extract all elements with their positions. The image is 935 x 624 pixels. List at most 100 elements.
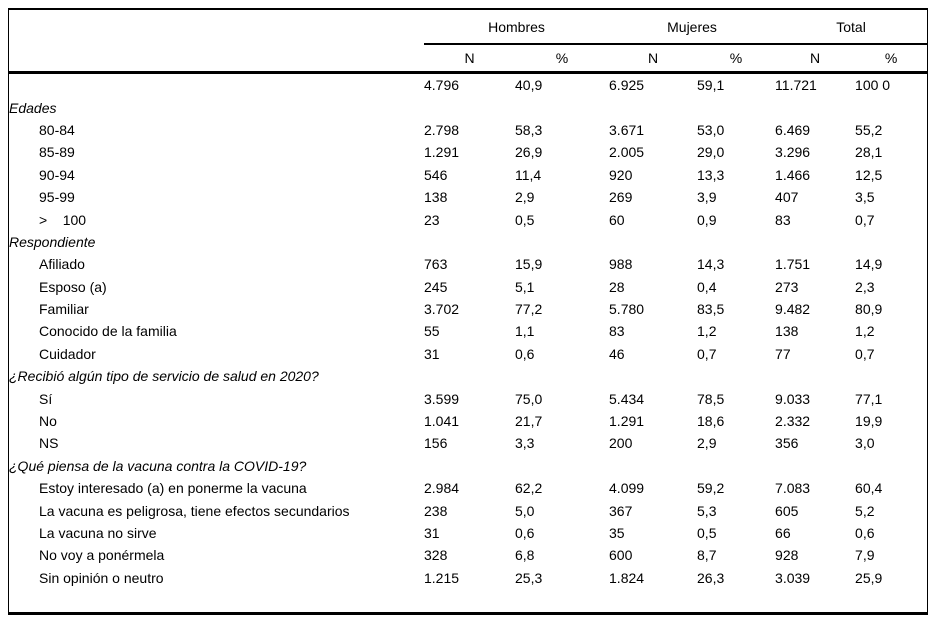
cell-value: 5,2 — [855, 502, 875, 519]
cell-value: 77 — [775, 345, 791, 362]
cell-value: 25,3 — [515, 569, 543, 586]
cell-value: 21,7 — [515, 413, 543, 430]
cell-value: 763 — [424, 256, 448, 273]
cell-value: 7.083 — [775, 480, 811, 497]
cell-value: 0,7 — [697, 345, 717, 362]
cell-value: 6.925 — [609, 77, 645, 94]
column-group-mujeres: Mujeres — [609, 10, 776, 45]
column-group-header-row: Hombres Mujeres Total — [9, 10, 928, 45]
cell-value: 3,0 — [855, 435, 875, 452]
cell-value: 11,4 — [515, 166, 542, 183]
cell-value: 0,6 — [855, 525, 875, 541]
table-row: Conocido de la familia 55 1,1 83 1,2 138… — [9, 320, 927, 342]
row-label: 85-89 — [39, 144, 75, 161]
cell-value: 4.099 — [609, 480, 645, 497]
cell-value: 9.482 — [775, 301, 811, 318]
table-row: Cuidador 31 0,6 46 0,7 77 0,7 — [9, 343, 927, 365]
cell-value: 62,2 — [515, 480, 543, 497]
cell-value: 156 — [424, 435, 448, 452]
cell-value: 1.215 — [424, 569, 460, 586]
cell-value: 53,0 — [697, 121, 725, 138]
section-header-row: Edades — [9, 96, 927, 118]
cell-value: 988 — [609, 256, 633, 273]
col-header: N — [609, 44, 698, 74]
cell-value: 31 — [424, 345, 440, 362]
cell-value: 328 — [424, 547, 448, 564]
cell-value: 26,3 — [697, 569, 725, 586]
cell-value: 2.984 — [424, 480, 460, 497]
section-title: ¿Recibió algún tipo de servicio de salud… — [9, 368, 319, 385]
statistics-table-frame: Hombres Mujeres Total N % N % N % 4.79 — [8, 8, 928, 615]
cell-value: 11.721 — [775, 77, 817, 94]
cell-value: 0,7 — [855, 211, 875, 228]
cell-value: 18,6 — [697, 413, 725, 430]
cell-value: 58,3 — [515, 121, 543, 138]
cell-value: 55 — [424, 323, 440, 340]
statistics-table: Hombres Mujeres Total N % N % N % 4.79 — [9, 10, 928, 589]
cell-value: 1,2 — [855, 323, 875, 340]
cell-value: 546 — [424, 166, 448, 183]
cell-value: 2.332 — [775, 413, 811, 430]
cell-value: 60,4 — [855, 480, 883, 497]
cell-value: 60 — [609, 211, 625, 228]
cell-value: 407 — [775, 189, 799, 206]
table-row: La vacuna no sirve 31 0,6 35 0,5 66 0,6 — [9, 522, 927, 544]
cell-value: 138 — [424, 189, 448, 206]
cell-value: 78,5 — [697, 390, 725, 407]
row-label: Sí — [39, 390, 53, 407]
col-header: % — [855, 44, 928, 74]
section-title: Edades — [9, 99, 57, 116]
cell-value: 2,9 — [697, 435, 717, 452]
row-label: Sin opinión o neutro — [39, 569, 164, 586]
cell-value: 2.798 — [424, 121, 460, 138]
label-column-spacer — [9, 44, 424, 74]
table-row: Sin opinión o neutro 1.215 25,3 1.824 26… — [9, 567, 927, 589]
cell-value: 1.041 — [424, 413, 460, 430]
table-row: Sí 3.599 75,0 5.434 78,5 9.033 77,1 — [9, 387, 927, 409]
row-label: No — [39, 413, 57, 430]
cell-value: 5,0 — [515, 502, 535, 519]
cell-value: 1.291 — [609, 413, 645, 430]
cell-value: 7,9 — [855, 547, 875, 564]
cell-value: 13,3 — [697, 166, 725, 183]
cell-value: 0,5 — [515, 211, 535, 228]
cell-value: 35 — [609, 525, 625, 541]
cell-value: 59,1 — [697, 77, 725, 94]
cell-value: 12,5 — [855, 166, 883, 183]
cell-value: 75,0 — [515, 390, 543, 407]
row-label: 95-99 — [39, 189, 75, 206]
cell-value: 80,9 — [855, 301, 883, 318]
cell-value: 2.005 — [609, 144, 645, 161]
cell-value: 3.296 — [775, 144, 811, 161]
cell-value: 3.599 — [424, 390, 460, 407]
cell-value: 83,5 — [697, 301, 725, 318]
cell-value: 245 — [424, 278, 448, 295]
cell-value: 238 — [424, 502, 448, 519]
cell-value: 19,9 — [855, 413, 883, 430]
table-row: NS 156 3,3 200 2,9 356 3,0 — [9, 432, 927, 454]
cell-value: 28,1 — [855, 144, 883, 161]
cell-value: 5.780 — [609, 301, 645, 318]
cell-value: 25,9 — [855, 569, 883, 586]
col-header: N — [775, 44, 856, 74]
table-row: > 100 23 0,5 60 0,9 83 0,7 — [9, 208, 927, 230]
cell-value: 3.039 — [775, 569, 811, 586]
row-label: Estoy interesado (a) en ponerme la vacun… — [39, 480, 307, 497]
cell-value: 3,9 — [697, 189, 717, 206]
cell-value: 0,6 — [515, 345, 535, 362]
row-label: > 100 — [39, 211, 87, 228]
table-row: Afiliado 763 15,9 988 14,3 1.751 14,9 — [9, 253, 927, 275]
row-label: No voy a ponérmela — [39, 547, 165, 564]
col-header: N — [424, 44, 515, 74]
cell-value: 14,3 — [697, 256, 725, 273]
cell-value: 600 — [609, 547, 633, 564]
row-label: Conocido de la familia — [39, 323, 177, 340]
cell-value: 269 — [609, 189, 633, 206]
cell-value: 0,7 — [855, 345, 875, 362]
table-row: Familiar 3.702 77,2 5.780 83,5 9.482 80,… — [9, 298, 927, 320]
row-label: NS — [39, 435, 59, 452]
cell-value: 9.033 — [775, 390, 811, 407]
cell-value: 59,2 — [697, 480, 725, 497]
cell-value: 5.434 — [609, 390, 645, 407]
